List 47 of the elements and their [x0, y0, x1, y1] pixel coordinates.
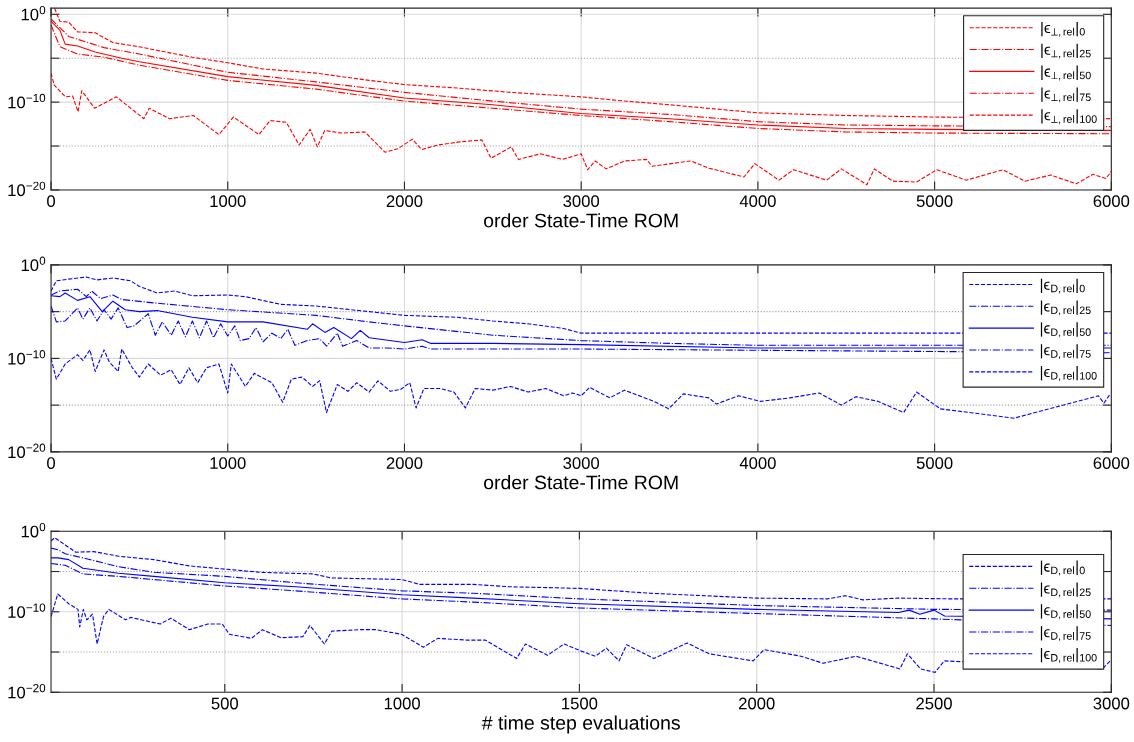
- legend-label: |ϵ$_{D,rel}$|$_{50}$: [1040, 604, 1091, 620]
- x-tick-label: 6000: [1093, 457, 1130, 469]
- y-tick-label: 10$^{−10}$: [8, 350, 46, 365]
- x-tick-label: 5000: [916, 457, 953, 469]
- legend-label: |ϵ$_{D,rel}$|$_{100}$: [1040, 366, 1097, 381]
- x-tick-label: 2000: [386, 195, 423, 208]
- y-tick-label: 10$^{−20}$: [8, 443, 46, 459]
- legend-label: |ϵ$_{D,rel}$|$_{25}$: [1040, 300, 1091, 316]
- x-tick-label: 5000: [916, 195, 953, 208]
- legend-label: |ϵ$_{⊥,rel}$|$_{75}$: [1041, 87, 1091, 103]
- x-tick-label: 3000: [563, 457, 600, 469]
- x-tick-label: 4000: [739, 457, 776, 469]
- legend-label: |ϵ$_{D,rel}$|$_{75}$: [1040, 344, 1091, 360]
- legend-label: |ϵ$_{⊥,rel}$|$_{25}$: [1041, 43, 1091, 59]
- x-tick-label: 1000: [210, 195, 246, 208]
- legend-label: |ϵ$_{D,rel}$|$_{100}$: [1040, 647, 1097, 663]
- x-tick-label: 2000: [386, 457, 423, 469]
- y-tick-label: 10$^{0}$: [21, 256, 46, 272]
- x-tick-label: 1500: [562, 697, 598, 710]
- x-tick-label: 3000: [563, 195, 600, 208]
- x-tick-label: 500: [211, 697, 239, 710]
- y-tick-label: 10$^{−20}$: [8, 683, 46, 699]
- x-tick-label: 3000: [1093, 697, 1130, 710]
- y-tick-label: 10$^{−10}$: [8, 93, 46, 109]
- y-tick-label: 10$^{0}$: [21, 522, 46, 538]
- x-axis-title: # time step evaluations: [481, 715, 680, 734]
- legend-label: |ϵ$_{⊥,rel}$|$_{0}$: [1041, 21, 1085, 37]
- legend-label: |ϵ$_{D,rel}$|$_{0}$: [1040, 278, 1085, 294]
- x-axis-title: order State-Time ROM: [484, 213, 678, 228]
- x-tick-label: 0: [47, 457, 56, 469]
- y-tick-label: 10$^{0}$: [21, 6, 46, 21]
- x-tick-label: 6000: [1093, 195, 1130, 208]
- x-tick-label: 2000: [739, 697, 775, 710]
- legend-label: |ϵ$_{⊥,rel}$|$_{100}$: [1041, 109, 1097, 125]
- x-tick-label: 0: [47, 195, 56, 208]
- x-tick-label: 4000: [739, 195, 776, 208]
- legend-label: |ϵ$_{⊥,rel}$|$_{50}$: [1041, 65, 1091, 81]
- legend-label: |ϵ$_{D,rel}$|$_{25}$: [1040, 582, 1091, 598]
- x-axis-title: order State-Time ROM: [484, 475, 678, 490]
- legend-label: |ϵ$_{D,rel}$|$_{75}$: [1040, 626, 1091, 641]
- x-tick-label: 1000: [210, 457, 246, 469]
- legend-label: |ϵ$_{D,rel}$|$_{0}$: [1040, 560, 1085, 576]
- x-tick-label: 1000: [384, 697, 420, 710]
- y-tick-label: 10$^{−20}$: [8, 181, 46, 197]
- legend-label: |ϵ$_{D,rel}$|$_{50}$: [1040, 322, 1091, 338]
- x-tick-label: 2500: [916, 697, 952, 710]
- y-tick-label: 10$^{−10}$: [8, 603, 46, 618]
